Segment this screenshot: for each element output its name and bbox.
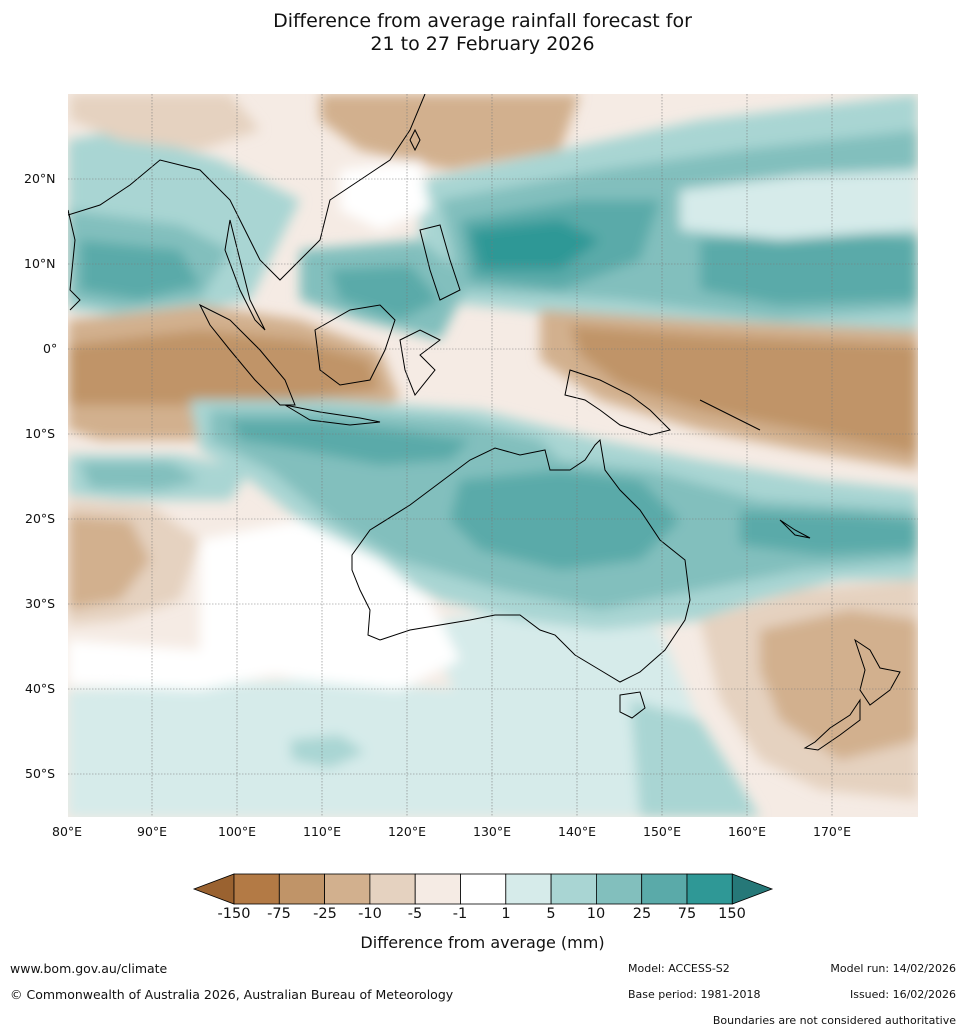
lon-label: 160°E — [728, 824, 767, 839]
colorbar — [192, 873, 774, 905]
colorbar-swatch — [324, 873, 371, 905]
lat-label: 10°S — [25, 426, 56, 441]
title-line-1: Difference from average rainfall forecas… — [273, 10, 692, 32]
colorbar-swatch — [686, 873, 733, 905]
colorbar-swatch — [505, 873, 552, 905]
issued-date: Issued: 16/02/2026 — [849, 988, 956, 1001]
lon-label: 100°E — [218, 824, 257, 839]
lat-label: 30°S — [25, 596, 56, 611]
new-zealand-south — [803, 698, 861, 751]
colorbar-label: -25 — [313, 906, 337, 922]
colorbar-extend-low — [192, 873, 235, 905]
colorbar-swatch — [414, 873, 461, 905]
colorbar-title: Difference from average (mm) — [360, 933, 605, 952]
australia-outline — [351, 438, 691, 683]
lon-label: 140°E — [558, 824, 597, 839]
copyright-text: © Commonwealth of Australia 2026, Austra… — [10, 987, 454, 1002]
colorbar-swatch — [641, 873, 688, 905]
boundaries-disclaimer: Boundaries are not considered authoritat… — [712, 1014, 956, 1027]
colorbar-swatch — [233, 873, 280, 905]
colorbar-label: 10 — [586, 906, 606, 922]
colorbar-label: -10 — [358, 906, 382, 922]
colorbar-swatch — [369, 873, 416, 905]
colorbar-label: 75 — [677, 906, 697, 922]
lon-label: 170°E — [813, 824, 852, 839]
colorbar-label: 150 — [718, 906, 746, 922]
lat-label: 20°N — [24, 171, 56, 186]
asia-mainland-outline — [68, 94, 426, 281]
solomon-islands-outline — [699, 399, 761, 431]
colorbar-swatch — [278, 873, 325, 905]
lon-label: 120°E — [388, 824, 427, 839]
lat-label: 0° — [43, 341, 58, 356]
new-zealand-north — [854, 638, 901, 706]
colorbar-extend-high — [731, 873, 774, 905]
philippines-outline — [419, 224, 461, 301]
colorbar-swatch — [460, 873, 507, 905]
lat-label: 20°S — [25, 511, 56, 526]
new-guinea-outline — [564, 369, 671, 436]
new-caledonia-outline — [779, 519, 811, 539]
model-run-date: Model run: 14/02/2026 — [830, 962, 956, 975]
colorbar-label: -5 — [407, 906, 423, 922]
colorbar-swatch — [596, 873, 643, 905]
india-outline — [68, 209, 81, 311]
title-line-2: 21 to 27 February 2026 — [370, 33, 595, 55]
lat-label: 10°N — [24, 256, 56, 271]
java-outline — [284, 404, 381, 426]
colorbar-label: 1 — [501, 906, 511, 922]
colorbar-label: -75 — [267, 906, 291, 922]
lon-label: 90°E — [137, 824, 168, 839]
sulawesi-outline — [399, 329, 441, 396]
base-period: Base period: 1981-2018 — [628, 988, 761, 1001]
lon-label: 80°E — [52, 824, 83, 839]
lat-label: 40°S — [25, 681, 56, 696]
chart-title: Difference from average rainfall forecas… — [0, 10, 965, 56]
lon-label: 130°E — [473, 824, 512, 839]
malay-peninsula-outline — [224, 219, 266, 331]
tasmania-outline — [619, 691, 646, 719]
colorbar-label: 25 — [632, 906, 652, 922]
colorbar-label: -150 — [217, 906, 251, 922]
website-link[interactable]: www.bom.gov.au/climate — [10, 961, 168, 976]
colorbar-label: -1 — [452, 906, 468, 922]
model-name: Model: ACCESS-S2 — [628, 962, 730, 975]
colorbar-swatch — [550, 873, 597, 905]
lon-label: 110°E — [303, 824, 342, 839]
lon-label: 150°E — [643, 824, 682, 839]
taiwan-outline — [409, 128, 421, 152]
borneo-outline — [314, 304, 396, 386]
colorbar-label: 5 — [546, 906, 556, 922]
lat-label: 50°S — [25, 766, 56, 781]
rainfall-anomaly-field — [68, 94, 918, 817]
graticule — [68, 94, 918, 817]
coastlines — [68, 94, 901, 751]
